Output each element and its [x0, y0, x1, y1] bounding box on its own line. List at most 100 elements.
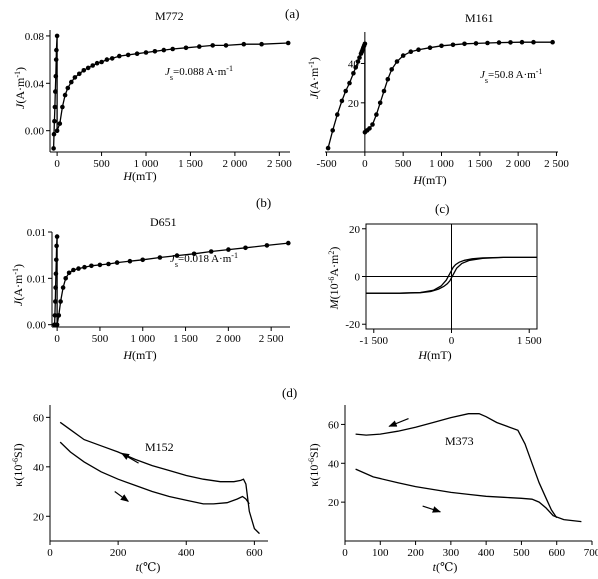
- data-point: [191, 251, 197, 257]
- data-point: [351, 71, 356, 76]
- y-tick-label: 20: [349, 224, 361, 236]
- data-point: [462, 41, 467, 47]
- saturation-annotation: Js=50.8 A·m-1: [480, 67, 542, 85]
- x-tick-label: 400: [178, 547, 195, 559]
- data-point: [353, 65, 359, 70]
- x-tick-label: 500: [93, 158, 110, 170]
- x-axis-label: H(mT): [417, 348, 451, 362]
- data-point: [439, 43, 444, 49]
- y-tick-label: 60: [33, 412, 45, 424]
- data-point: [71, 267, 76, 273]
- saturation-annotation: Js=0.018 A·m-1: [170, 251, 238, 269]
- data-point: [377, 100, 383, 106]
- x-tick-label: 1 500: [173, 333, 198, 345]
- y-tick-label: 40: [348, 58, 360, 70]
- chart-m772: 0 500 1 000 1 500 2 000 2 500 0.00 0.04 0.08 M772…: [13, 9, 293, 183]
- x-axis-label: t(℃): [433, 560, 458, 574]
- data-point: [82, 264, 87, 270]
- data-point: [531, 39, 536, 45]
- direction-arrow: [120, 452, 139, 464]
- data-point: [157, 255, 163, 260]
- x-tick-label: 700: [584, 547, 598, 559]
- chart-d651: 0 500 1 000 1 500 2 000 2 500 0.00 0.01 0.01 D651…: [11, 215, 291, 362]
- data-point: [53, 57, 59, 62]
- x-axis-label: H(mT): [122, 169, 156, 183]
- data-point: [62, 92, 68, 98]
- data-point: [125, 52, 131, 58]
- data-point: [109, 56, 115, 61]
- y-axis-label: κ(10-6SI): [11, 443, 26, 486]
- y-axis-label: J(A·m-1): [13, 67, 28, 109]
- x-tick-label: 200: [110, 547, 127, 559]
- x-tick-label: 300: [443, 547, 460, 559]
- chart-hysteresis: -1 500 0 1 500 -20 0 20 M(10-6A·m2) H(mT): [327, 223, 542, 362]
- x-tick-label: 0: [449, 335, 455, 347]
- x-tick-label: 600: [548, 547, 565, 559]
- chart-title: D651: [150, 215, 177, 229]
- x-tick-label: 500: [513, 547, 530, 559]
- x-tick-label: 2 500: [259, 333, 284, 345]
- data-point: [496, 40, 502, 45]
- y-tick-label: 20: [33, 511, 45, 523]
- series-descending: [364, 41, 553, 133]
- x-tick-label: 1 000: [130, 333, 155, 345]
- x-tick-label: 2 000: [216, 333, 241, 345]
- x-tick-label: 1 500: [517, 335, 542, 347]
- data-point: [60, 285, 66, 290]
- x-tick-label: 2 000: [506, 158, 531, 170]
- x-tick-label: 2 500: [544, 158, 569, 170]
- chart-title: M161: [465, 11, 494, 25]
- data-point: [52, 118, 57, 124]
- series-cooling: [355, 413, 558, 519]
- data-point: [339, 98, 345, 104]
- data-point: [226, 247, 231, 252]
- panel-label-b: (b): [256, 195, 271, 210]
- data-point: [106, 261, 111, 267]
- y-tick-label: 0.01: [27, 273, 46, 285]
- data-point: [335, 112, 340, 117]
- data-point: [385, 76, 391, 82]
- y-tick-label: 40: [33, 462, 45, 474]
- data-point: [89, 263, 94, 269]
- data-point: [508, 40, 513, 45]
- y-tick-label: 20: [328, 497, 340, 509]
- panel-label-c: (c): [435, 201, 449, 216]
- x-tick-label: 0: [54, 158, 60, 170]
- panel-label-a: (a): [285, 6, 299, 21]
- data-point: [143, 50, 149, 55]
- x-axis-label: t(℃): [136, 560, 161, 574]
- data-point: [286, 240, 291, 246]
- x-tick-label: 0: [54, 333, 60, 345]
- x-tick-label: 0: [362, 158, 368, 170]
- data-point: [197, 44, 202, 49]
- x-tick-label: 500: [92, 333, 109, 345]
- series-lower-branch: [366, 256, 537, 294]
- chart-title: M373: [445, 434, 474, 448]
- data-point: [285, 40, 291, 46]
- data-point: [408, 49, 414, 54]
- x-tick-label: 1 500: [178, 158, 203, 170]
- data-point: [152, 49, 158, 54]
- direction-arrow: [388, 418, 409, 427]
- x-tick-label: -500: [316, 158, 337, 170]
- data-point: [519, 39, 525, 45]
- y-tick-label: 0.01: [27, 227, 46, 239]
- data-point: [66, 270, 72, 276]
- data-point: [370, 122, 375, 127]
- x-tick-label: 2 500: [267, 158, 292, 170]
- data-point: [54, 128, 60, 133]
- y-axis-label: J(A·m-1): [11, 264, 26, 306]
- y-tick-label: 0: [355, 272, 361, 284]
- y-tick-label: 0.04: [25, 78, 45, 90]
- y-axis-label: J(A·m-1): [307, 57, 322, 99]
- saturation-annotation: Js=0.088 A·m-1: [165, 64, 233, 82]
- data-point: [394, 59, 400, 64]
- data-point: [183, 45, 189, 51]
- chart-title: M152: [145, 440, 174, 454]
- data-point: [325, 145, 331, 151]
- direction-arrow: [114, 491, 130, 502]
- x-axis-label: H(mT): [122, 348, 156, 362]
- data-point: [65, 85, 71, 91]
- data-point: [60, 104, 65, 110]
- data-point: [161, 47, 167, 53]
